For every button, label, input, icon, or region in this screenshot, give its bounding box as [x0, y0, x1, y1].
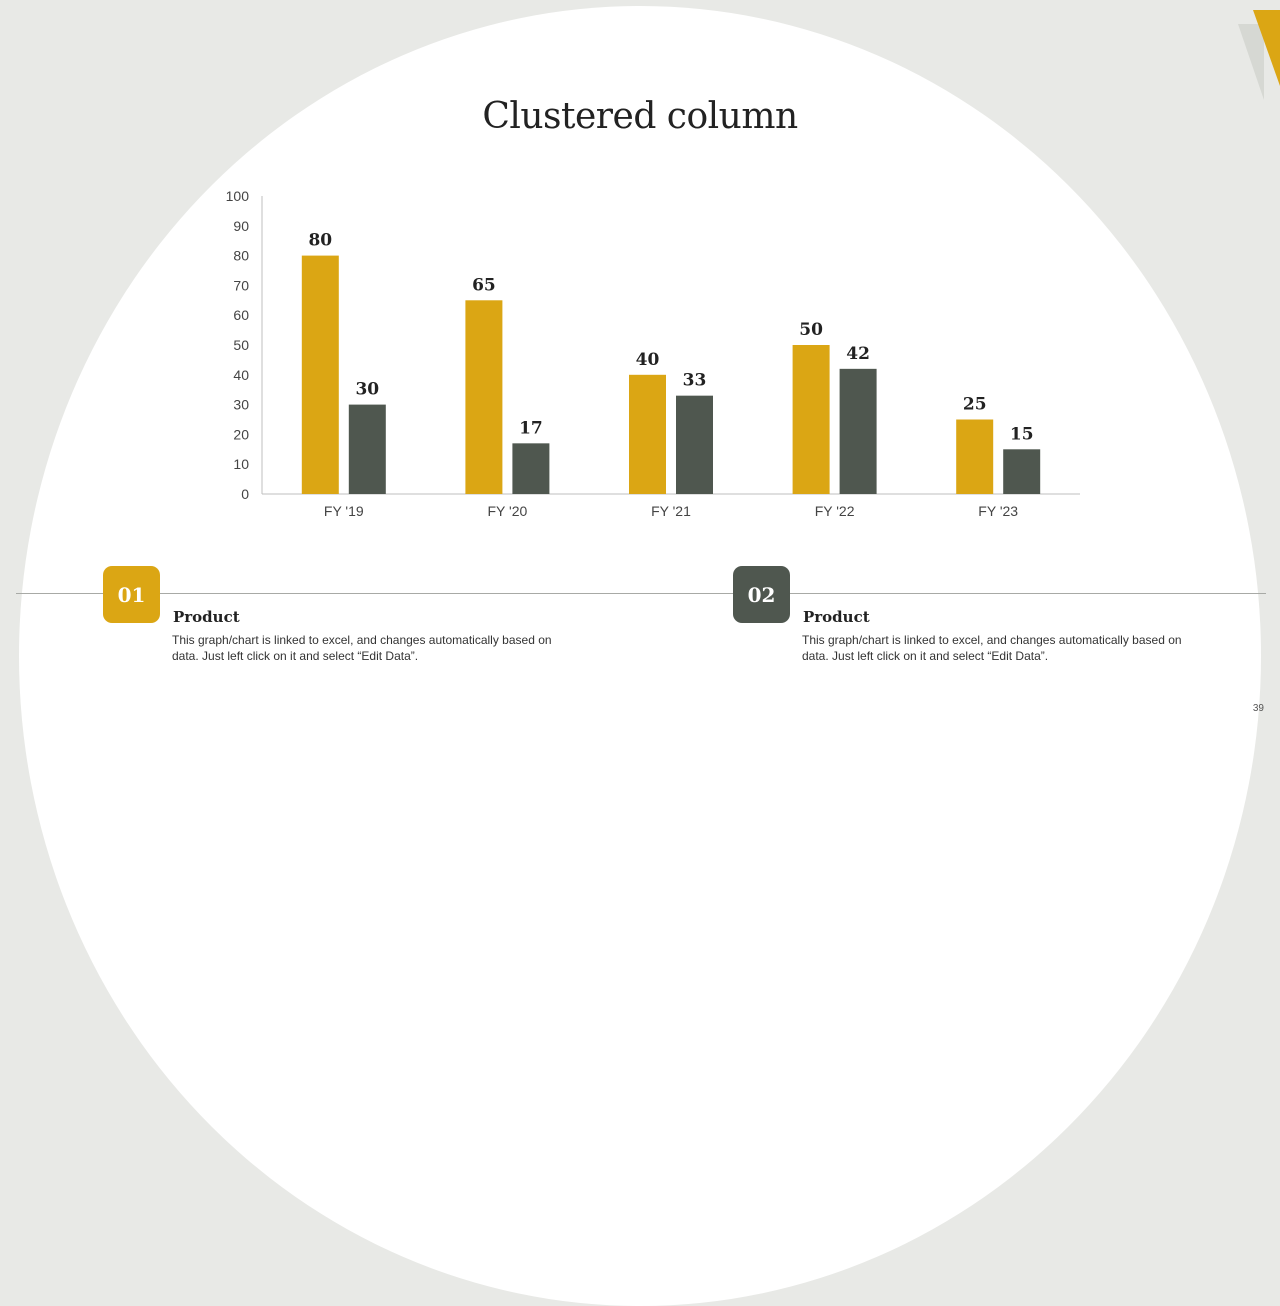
y-tick-label: 90: [233, 218, 249, 234]
y-tick-label: 10: [233, 456, 249, 472]
y-tick-label: 0: [241, 486, 249, 502]
bar-series-1: [629, 374, 666, 494]
data-label: 50: [799, 320, 823, 340]
data-label: 33: [683, 371, 707, 391]
card-2-title: Product: [803, 608, 870, 626]
bar-series-2: [348, 404, 386, 494]
corner-decoration: [1238, 10, 1280, 100]
bar-series-2: [676, 395, 713, 494]
page-number: 39: [1252, 703, 1264, 714]
y-tick-label: 100: [226, 188, 250, 204]
clustered-column-chart: 0 10 20 30 40 50 60 70 80 90 100 FY '19 80 30 FY '20 65…: [226, 188, 1080, 519]
bar-series-2: [512, 443, 550, 494]
y-tick-label: 80: [233, 248, 249, 264]
data-label: 30: [355, 380, 379, 400]
y-tick-label: 40: [233, 367, 249, 383]
bar-series-1: [465, 300, 503, 494]
bar-series-1: [301, 255, 339, 494]
corner-triangle: [1253, 10, 1280, 86]
data-label: 40: [636, 350, 660, 370]
data-label: 80: [308, 231, 332, 251]
corner-shadow: [1238, 24, 1264, 100]
card-2-description: This graph/chart is linked to excel, and…: [802, 633, 1182, 663]
x-tick-label: FY '22: [815, 503, 855, 519]
card-1-description: This graph/chart is linked to excel, and…: [172, 633, 552, 663]
y-tick-label: 70: [233, 277, 249, 293]
card-2-badge: 02: [733, 566, 790, 623]
data-label: 65: [472, 275, 496, 295]
bar-series-1: [956, 419, 994, 494]
x-tick-label: FY '23: [978, 503, 1018, 519]
y-tick-label: 50: [233, 337, 249, 353]
data-label: 15: [1010, 424, 1034, 444]
x-tick-label: FY '21: [651, 503, 691, 519]
bar-series-2: [1003, 449, 1041, 494]
card-1-title: Product: [173, 608, 240, 626]
data-label: 17: [519, 418, 543, 438]
y-tick-label: 60: [233, 307, 249, 323]
x-tick-label: FY '20: [488, 503, 528, 519]
bar-series-2: [839, 368, 877, 494]
y-tick-label: 30: [233, 397, 249, 413]
data-label: 25: [963, 395, 987, 415]
card-1-badge: 01: [103, 566, 160, 623]
x-tick-label: FY '19: [324, 503, 364, 519]
data-label: 42: [846, 344, 870, 364]
y-tick-label: 20: [233, 426, 249, 442]
bar-series-1: [792, 345, 830, 494]
divider-line: [16, 593, 1266, 594]
slide-title: Clustered column: [482, 96, 798, 137]
